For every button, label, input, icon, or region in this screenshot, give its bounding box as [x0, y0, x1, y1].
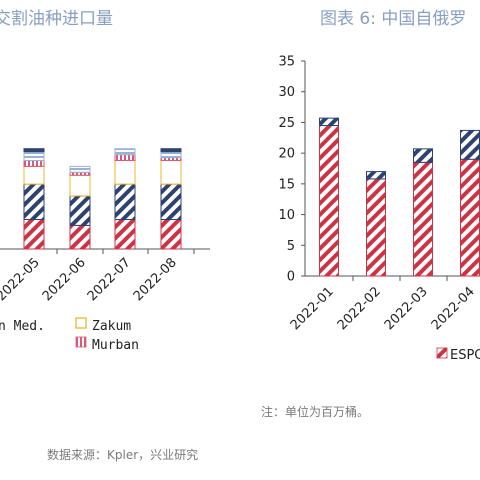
right-chart-note: 注：单位为百万桶。 — [261, 405, 370, 419]
left-chart-title: 交割油种进口量 — [0, 9, 113, 29]
left-bar-segment — [23, 151, 45, 161]
right-bar-segment — [460, 158, 480, 277]
legend-label-zakum: Zakum — [92, 319, 131, 334]
left-bar-segment — [160, 219, 182, 250]
right-x-tick-label: 2022-04 — [429, 284, 478, 333]
right-y-tick-label: 25 — [278, 116, 295, 131]
left-bar-segment — [160, 160, 182, 185]
left-x-tick-label: 2022-06 — [40, 255, 89, 304]
right-bar-segment — [319, 117, 339, 126]
left-bar-segment — [160, 183, 182, 221]
right-x-tick-label: 2022-01 — [288, 284, 337, 333]
right-bar-segment — [366, 171, 386, 180]
left-bar-segment — [160, 151, 182, 159]
left-bar-segment — [23, 148, 45, 153]
right-bar-segment — [460, 129, 480, 160]
legend-label-murban: Murban — [92, 338, 139, 353]
legend-label-med: n Med. — [0, 319, 45, 334]
right-legend: ESPO — [436, 347, 480, 363]
left-bar-segment — [114, 183, 136, 221]
left-x-tick-label: 2022-05 — [0, 255, 43, 304]
right-y-tick-label: 10 — [278, 208, 295, 223]
left-bar-segment — [69, 195, 91, 226]
left-bar-segment — [114, 148, 136, 156]
left-bar-segment — [23, 165, 45, 185]
right-y-tick-label: 20 — [278, 147, 295, 162]
right-y-tick-label: 30 — [278, 85, 295, 100]
left-bar-segment — [114, 219, 136, 250]
left-legend: n Med. Zakum Murban — [0, 317, 139, 353]
right-x-tick-label: 2022-02 — [335, 284, 384, 333]
right-y-tick-label: 15 — [278, 177, 295, 192]
right-y-tick-label: 0 — [287, 270, 295, 285]
left-bar-segment — [160, 148, 182, 153]
left-bar-segment — [114, 160, 136, 185]
data-source: 数据来源：Kpler，兴业研究 — [47, 448, 199, 462]
left-x-tick-label: 2022-08 — [131, 255, 180, 304]
left-x-tick-label: 2022-07 — [85, 255, 134, 304]
legend-label-espo: ESPO — [450, 348, 480, 363]
right-x-tick-label: 2022-03 — [382, 284, 431, 333]
right-bar-segment — [413, 148, 433, 163]
right-y-tick-label: 35 — [278, 55, 295, 70]
legend-swatch-zakum — [75, 317, 87, 329]
left-bar-segment — [23, 183, 45, 221]
legend-swatch-murban — [75, 336, 87, 348]
right-chart-title: 图表 6: 中国自俄罗 — [320, 9, 467, 29]
legend-swatch-espo — [436, 347, 448, 359]
left-bar-segment — [69, 174, 91, 197]
right-bar-segment — [319, 125, 339, 277]
left-bar-segment — [114, 154, 136, 162]
left-bar-segment — [69, 165, 91, 173]
right-bar-segment — [366, 178, 386, 277]
right-y-tick-label: 5 — [287, 239, 295, 254]
left-bar-segment — [69, 224, 91, 250]
right-bar-segment — [413, 161, 433, 277]
left-bar-segment — [23, 219, 45, 250]
left-bar-segment — [23, 160, 45, 167]
